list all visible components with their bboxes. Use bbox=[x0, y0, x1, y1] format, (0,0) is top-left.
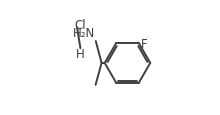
Text: F: F bbox=[141, 37, 147, 50]
Text: H₂N: H₂N bbox=[73, 27, 95, 39]
Text: H: H bbox=[76, 48, 85, 60]
Text: Cl: Cl bbox=[74, 19, 86, 32]
